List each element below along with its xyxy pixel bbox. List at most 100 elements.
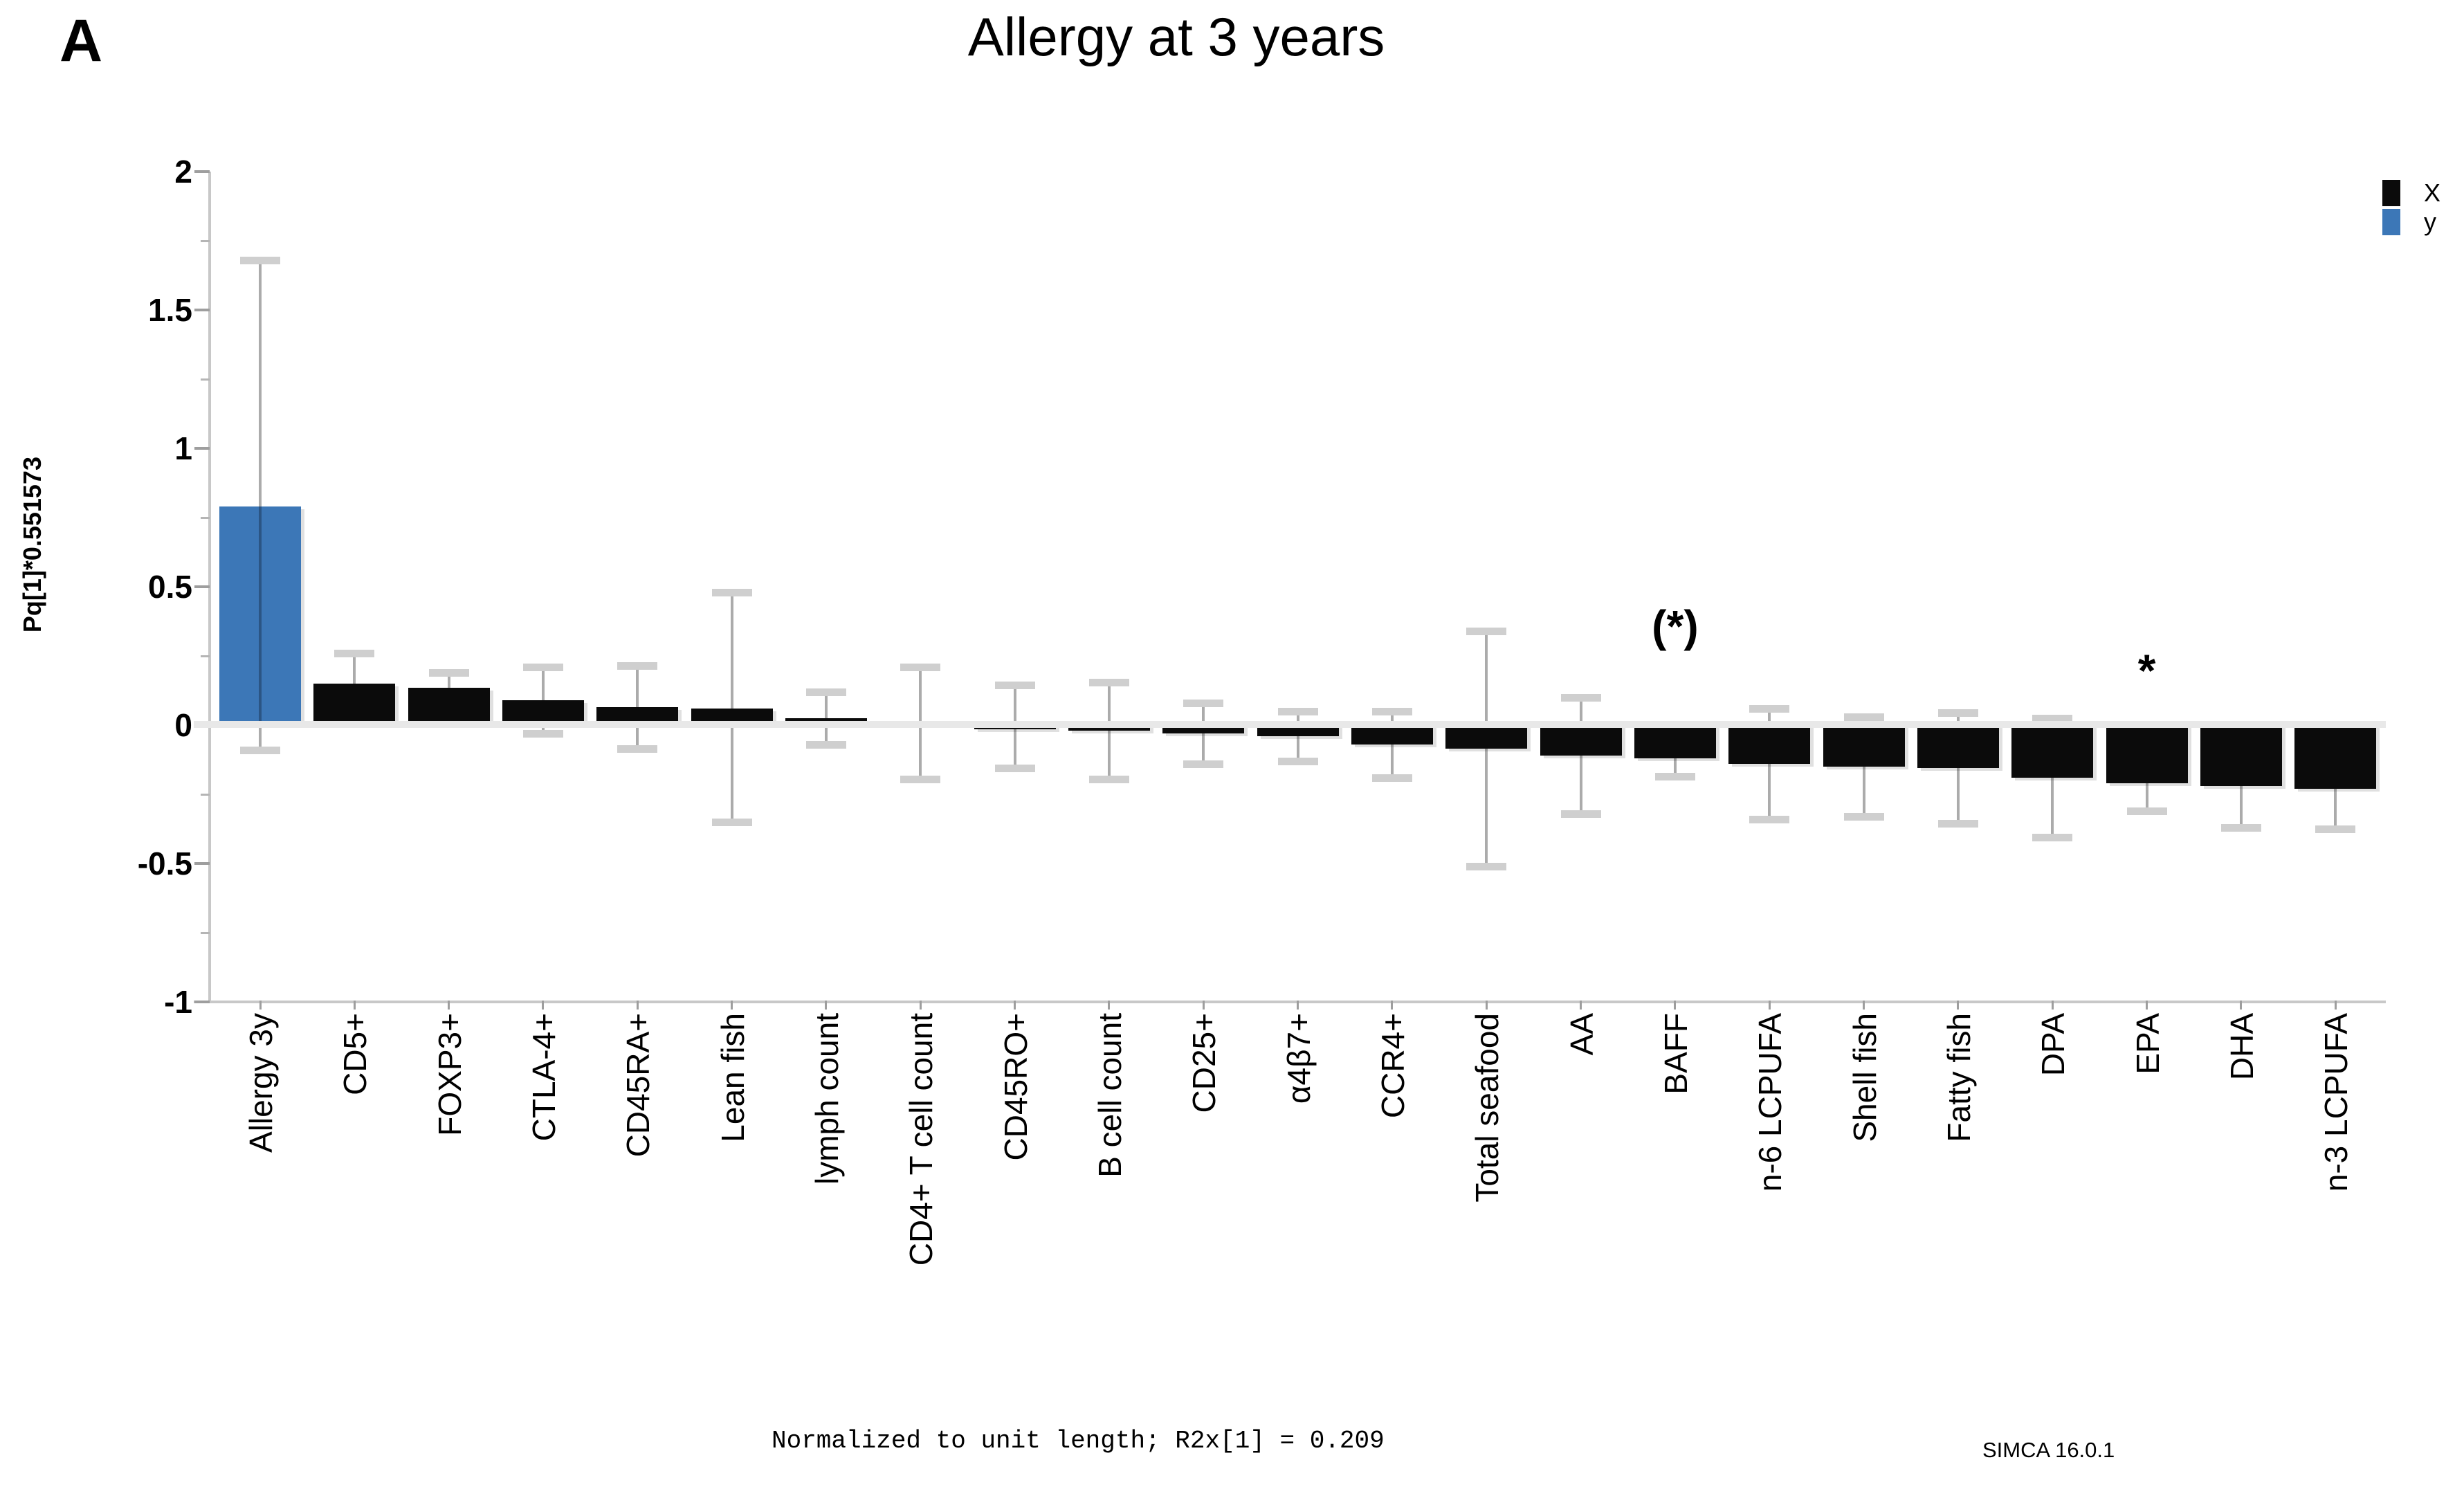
error-bar-line [1579,697,1582,814]
y-axis-tick [194,447,210,450]
x-axis-tick [1674,1001,1677,1010]
error-bar-cap-bottom [240,747,280,754]
error-bar-cap-bottom [900,776,941,783]
bar-ccr4- [1351,725,1433,745]
significance-annotation: (*) [1652,601,1699,651]
footnote-text: Normalized to unit length; R2x[1] = 0.20… [772,1427,1385,1455]
error-bar-cap-bottom [1749,816,1790,823]
error-bar-cap-top [240,257,280,264]
x-axis-tick [542,1001,545,1010]
y-axis-minor-tick [201,655,210,657]
bar-cd5- [313,684,396,725]
y-axis-tick-label: 0.5 [148,569,192,605]
error-bar-line [2051,718,2054,837]
x-axis-label: B cell count [1091,1013,1128,1178]
bar-fatty-fish [1917,725,1999,768]
bar-aa [1540,725,1622,756]
error-bar-cap-bottom [2126,807,2167,815]
x-axis-label: CD45RO+ [997,1013,1034,1161]
x-axis-tick [731,1001,733,1010]
panel-label: A [60,8,103,74]
error-bar-cap-bottom [617,745,658,753]
error-bar-line-over-bar [259,506,262,725]
legend-item-y: y [2382,208,2458,237]
error-bar-cap-bottom [522,730,563,738]
x-axis-tick [353,1001,356,1010]
error-bar-cap-bottom [805,741,846,749]
x-axis-tick [2146,1001,2148,1010]
bar-total-seafood [1445,725,1528,749]
software-watermark: SIMCA 16.0.1 [1982,1438,2115,1462]
error-bar-cap-bottom [1560,810,1601,818]
y-axis-tick [194,862,210,865]
error-bar-line [730,592,733,822]
chart-title: Allergy at 3 years [967,6,1385,67]
error-bar-cap-bottom [1937,820,1978,828]
error-bar-cap-bottom [1277,758,1318,765]
error-bar-line [1202,703,1205,764]
x-axis-label: Total seafood [1469,1013,1506,1203]
error-bar-cap-top [617,662,658,670]
error-bar-cap-top [1371,708,1412,715]
bar-baff [1634,725,1716,758]
error-bar-line [1485,631,1488,866]
x-axis-tick [1391,1001,1394,1010]
error-bar-cap-top [522,664,563,671]
x-axis-tick [1957,1001,1960,1010]
x-axis-tick [1202,1001,1205,1010]
x-axis-tick [1768,1001,1771,1010]
bar-shell-fish [1823,725,1905,767]
bar-b-cell-count [1068,725,1150,731]
error-bar-cap-bottom [1654,773,1695,780]
legend-swatch-y [2382,209,2400,235]
error-bar-cap-top [900,664,941,671]
error-bar-line [1673,740,1677,776]
error-bar-line [2334,749,2337,829]
error-bar-cap-top [1937,709,1978,717]
y-axis-tick [194,1001,210,1003]
x-axis-tick [2051,1001,2054,1010]
bar-foxp3- [408,688,490,725]
x-axis-tick [1108,1001,1111,1010]
y-axis-minor-tick [201,793,210,796]
error-bar-cap-bottom [2032,834,2073,841]
x-axis-label: CD5+ [337,1013,374,1095]
y-axis-tick-label: 0 [174,707,192,743]
error-bar-cap-bottom [1466,863,1507,870]
error-bar-cap-top [805,688,846,696]
error-bar-cap-bottom [1371,774,1412,782]
x-axis-tick [448,1001,450,1010]
error-bar-cap-top [1466,628,1507,635]
error-bar-cap-top [1843,713,1884,721]
x-axis-tick [919,1001,922,1010]
bar-allergy-3y [219,506,301,725]
y-axis-line [208,172,211,1003]
y-axis-minor-tick [201,516,210,519]
error-bar-cap-top [994,682,1035,689]
x-axis-tick [1863,1001,1865,1010]
error-bar-cap-bottom [711,819,752,826]
error-bar-cap-top [711,589,752,596]
y-axis-tick-label: 1 [174,430,192,466]
x-axis-tick [2240,1001,2243,1010]
error-bar-cap-bottom [1183,760,1224,768]
error-bar-line [1296,711,1299,761]
bar-dpa [2011,725,2094,778]
x-axis-tick [1297,1001,1299,1010]
x-axis-label: FOXP3+ [431,1013,468,1136]
error-bar-cap-top [1749,705,1790,713]
x-axis-label: Lean fish [714,1013,751,1142]
y-axis-minor-tick [201,378,210,381]
x-axis-label: CD25+ [1186,1013,1223,1113]
x-axis-label: n-6 LCPUFA [1752,1013,1789,1192]
x-axis-tick [259,1001,262,1010]
error-bar-line [1862,717,1865,816]
bar-dha [2200,725,2282,786]
error-bar-line [1768,709,1771,819]
error-bar-cap-top [428,669,469,677]
bar-n-6-lcpufa [1728,725,1811,764]
legend-label: X [2424,179,2441,207]
x-axis-label: α4β7+ [1280,1013,1317,1104]
legend-swatch-X [2382,180,2400,206]
